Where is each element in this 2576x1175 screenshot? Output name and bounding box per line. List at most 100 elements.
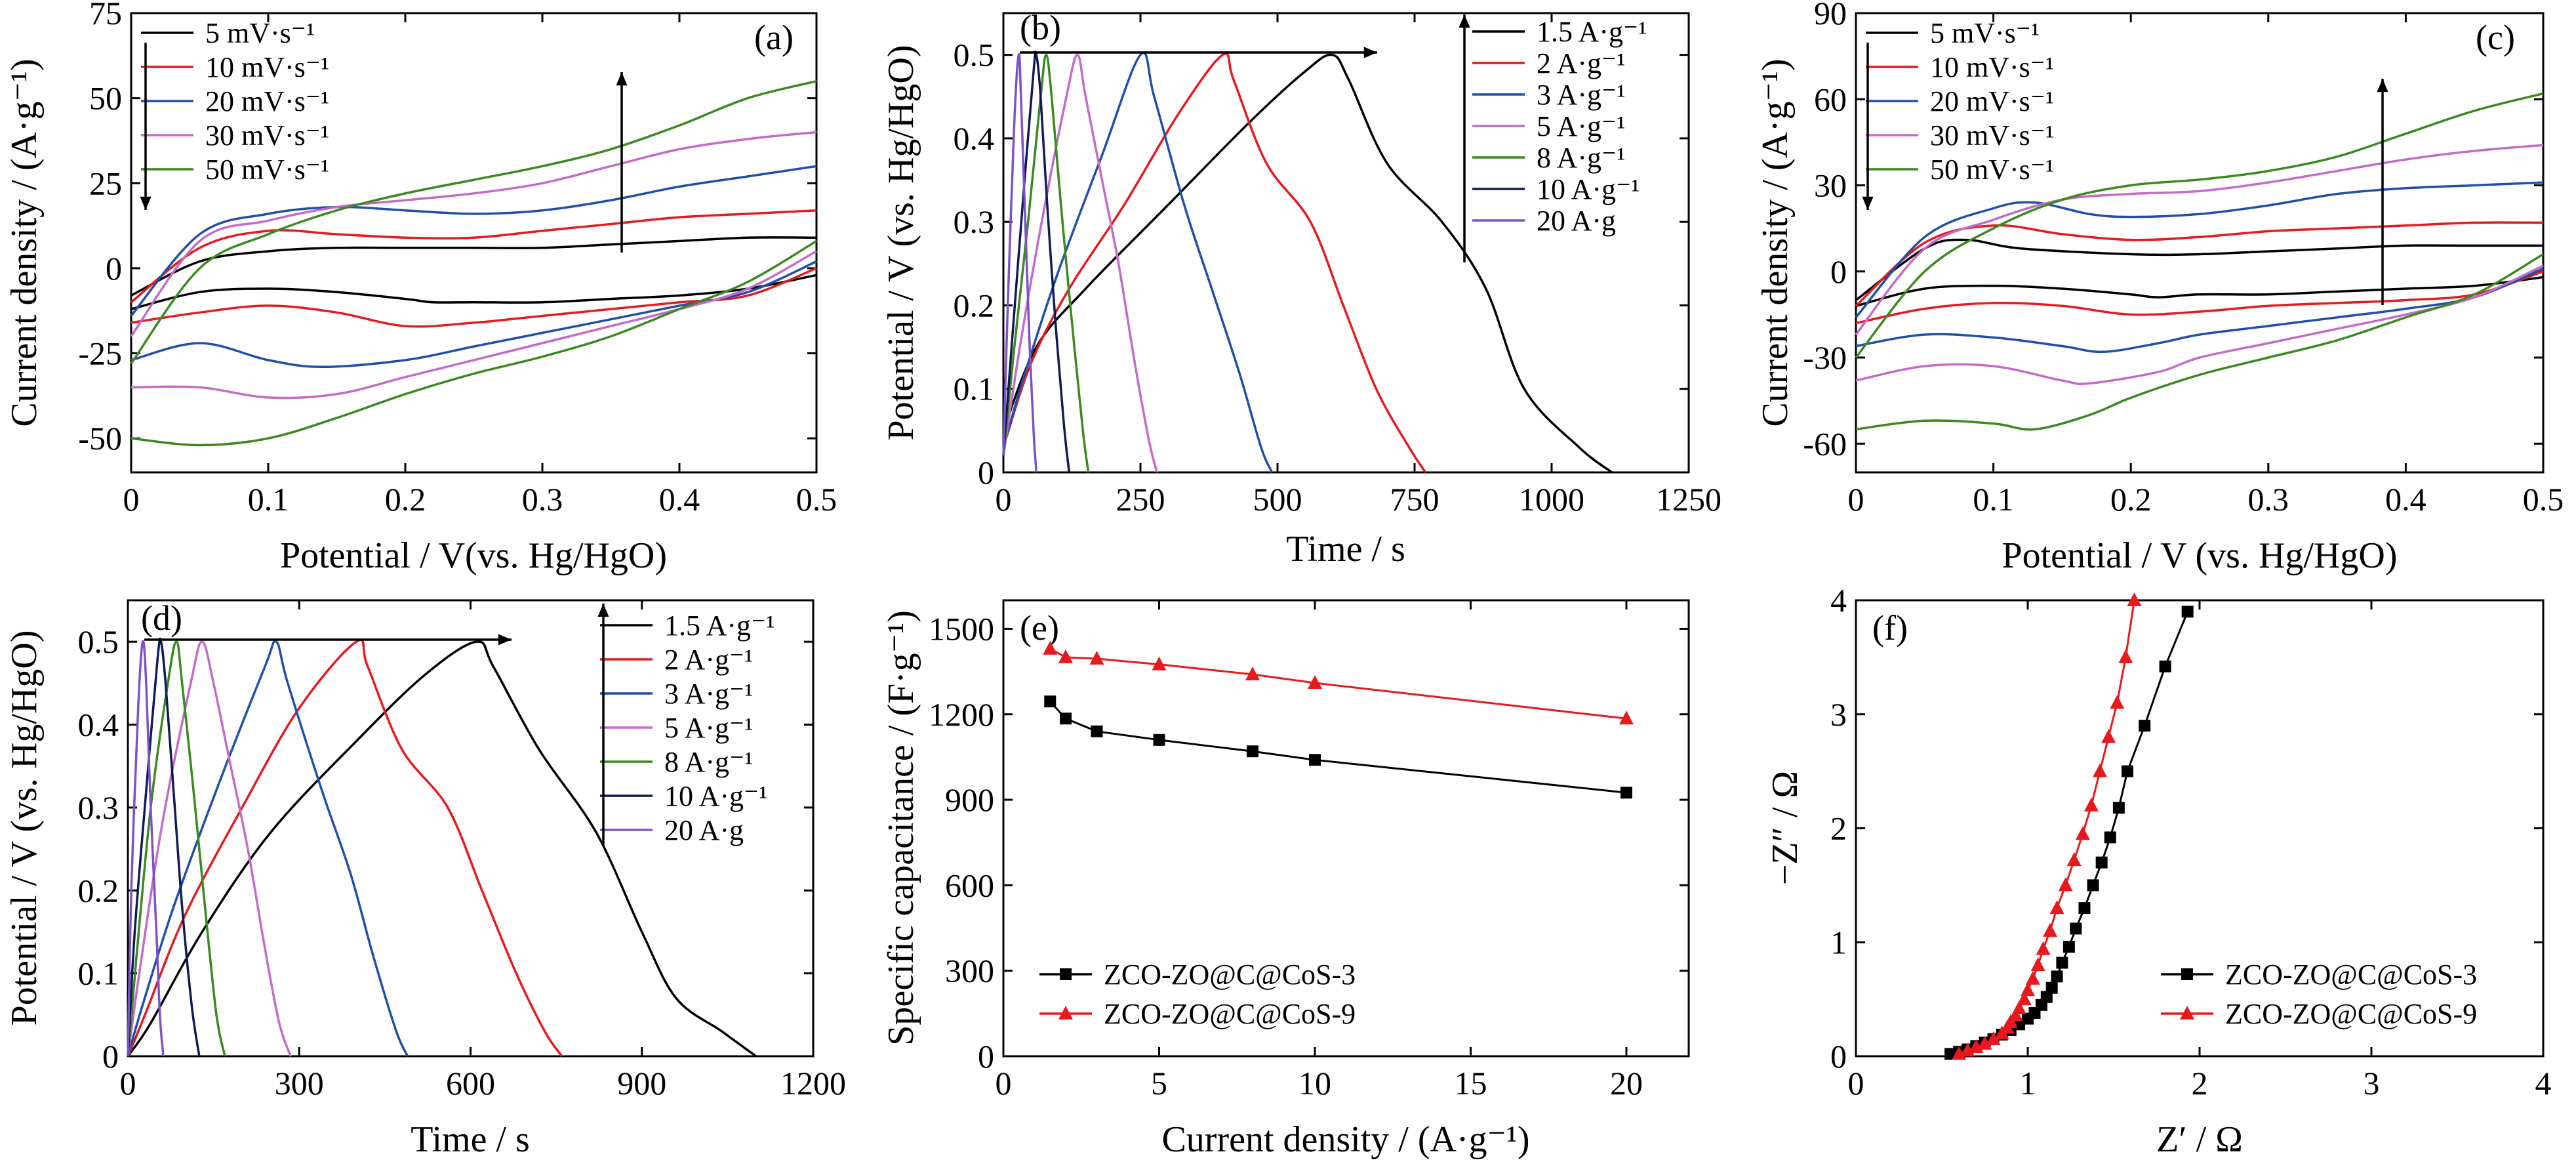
x-tick-label: 0.5 — [2523, 481, 2564, 518]
y-tick-label: 1200 — [929, 696, 994, 733]
legend-marker — [1058, 1006, 1073, 1020]
y-axis-title: Potential / V (vs. Hg/HgO) — [4, 630, 45, 1025]
data-point — [2040, 991, 2053, 1003]
legend-label: 2 A·g⁻¹ — [1537, 47, 1625, 79]
legend-label: 30 mV·s⁻¹ — [1930, 119, 2054, 152]
y-tick-label: 0.2 — [78, 872, 119, 909]
data-point — [2036, 941, 2051, 955]
panel-c: 0 0.1 0.2 0.3 0.4 0.5 -60 -30 0 30 60 90 Potential /… — [1755, 0, 2564, 576]
series-5 — [127, 637, 201, 1057]
gcd-curve — [127, 640, 409, 1057]
y-tick-label: -60 — [1803, 425, 1847, 462]
legend-label: ZCO-ZO@C@CoS-3 — [1104, 959, 1356, 991]
x-tick-label: 0 — [1848, 1065, 1864, 1102]
series-5 — [1002, 51, 1071, 473]
gcd-curve — [127, 640, 226, 1057]
data-point — [1089, 651, 1104, 665]
cv-cathodic-curve — [131, 250, 817, 400]
x-tick-label: 1000 — [1519, 481, 1584, 518]
data-point — [2159, 660, 2171, 672]
y-tick-label: 0.4 — [78, 707, 119, 743]
legend-label: 3 A·g⁻¹ — [664, 678, 753, 710]
gcd-curve — [127, 637, 201, 1057]
data-point — [2030, 957, 2045, 971]
arrow-scan-c-head — [2377, 79, 2388, 93]
cv-cathodic-curve — [131, 274, 817, 310]
y-tick-label: 0.1 — [954, 371, 995, 407]
legend-label: 2 A·g⁻¹ — [664, 644, 753, 676]
x-tick-label: 10 — [1298, 1065, 1331, 1102]
series-4 — [127, 640, 226, 1057]
y-tick-label: 0.4 — [954, 120, 995, 157]
y-tick-label: 0 — [1830, 253, 1847, 290]
series-0 — [131, 236, 817, 310]
x-tick-label: 750 — [1390, 481, 1439, 518]
data-point — [2070, 922, 2082, 935]
y-tick-label: 0 — [106, 250, 122, 287]
data-point — [2011, 1000, 2026, 1015]
y-axis-title: Current density / (A·g⁻¹) — [4, 58, 45, 426]
x-axis-title: Z′ / Ω — [2156, 1119, 2243, 1160]
x-tick-label: 0.4 — [659, 481, 700, 518]
data-point — [2045, 981, 2058, 994]
y-tick-label: 0 — [978, 454, 994, 491]
data-point — [2127, 592, 2142, 606]
panel-label: (a) — [754, 18, 794, 57]
series-1 — [1952, 592, 2142, 1060]
x-tick-label: 500 — [1253, 481, 1302, 518]
cv-cathodic-curve — [1855, 253, 2544, 431]
y-tick-label: 0.5 — [78, 623, 119, 660]
legend-label: ZCO-ZO@C@CoS-9 — [2225, 998, 2477, 1030]
cv-cathodic-curve — [1855, 264, 2544, 386]
panel-a: 0 0.1 0.2 0.3 0.4 0.5 -50 -25 0 25 50 75 Potential /… — [4, 0, 837, 576]
legend: ZCO-ZO@C@CoS-3 ZCO-ZO@C@CoS-9 — [2161, 959, 2477, 1030]
x-tick-label: 1250 — [1656, 481, 1721, 518]
legend-label: 20 mV·s⁻¹ — [1930, 85, 2054, 117]
y-tick-label: 900 — [945, 781, 994, 818]
data-point — [1153, 733, 1165, 746]
cv-anodic-curve — [130, 80, 817, 365]
y-tick-label: 0 — [978, 1038, 994, 1075]
x-tick-label: 1200 — [780, 1065, 846, 1102]
legend-label: 10 mV·s⁻¹ — [1930, 51, 2054, 83]
data-point — [1309, 754, 1321, 766]
legend-label: 5 A·g⁻¹ — [664, 712, 753, 744]
series-0 — [1002, 53, 1613, 474]
data-point — [2101, 729, 2116, 743]
y-axis-title: Specific capacitance / (F·g⁻¹) — [881, 610, 921, 1046]
data-point — [2139, 720, 2151, 732]
plot-frame — [1855, 12, 2545, 474]
series-6 — [1002, 52, 1037, 473]
y-tick-label: 0.2 — [954, 287, 995, 323]
series-2 — [127, 640, 409, 1057]
legend-label: 3 A·g⁻¹ — [1537, 79, 1625, 111]
legend-label: ZCO-ZO@C@CoS-9 — [1104, 998, 1356, 1030]
cv-anodic-curve — [1855, 144, 2544, 336]
x-tick-label: 0.1 — [248, 481, 289, 518]
legend-label: 20 A·g — [664, 814, 744, 846]
data-point — [2049, 900, 2064, 915]
data-point — [1044, 695, 1057, 708]
panel-label: (c) — [2476, 18, 2515, 57]
cv-cathodic-curve — [1855, 276, 2544, 307]
data-point — [1058, 649, 1073, 663]
y-tick-label: 300 — [945, 953, 994, 989]
panel-label: (e) — [1020, 608, 1059, 648]
gcd-curve — [1002, 52, 1037, 473]
cv-anodic-curve — [130, 209, 817, 304]
y-tick-label: 25 — [89, 165, 122, 201]
panel-f: 0 1 2 3 4 0 1 2 3 4 Z′ / Ω −Z″ / Ω (f) ZCO-ZO@C@CoS-3… — [1765, 582, 2552, 1160]
y-tick-label: 50 — [89, 80, 122, 117]
series-1 — [1043, 640, 1634, 725]
data-point — [1619, 711, 1634, 725]
series-0 — [127, 640, 757, 1058]
data-point — [1245, 666, 1260, 680]
y-tick-label: 600 — [945, 867, 994, 903]
y-tick-label: 30 — [1814, 167, 1847, 204]
data-point — [2056, 957, 2068, 969]
data-point — [2095, 856, 2108, 869]
data-point — [1986, 1031, 2001, 1045]
series-0 — [1855, 238, 2544, 307]
series-3 — [127, 640, 292, 1057]
panel-d: 0 300 600 900 1200 0 0.1 0.2 0.3 0.4 0.5 Time / s Po… — [4, 598, 846, 1160]
